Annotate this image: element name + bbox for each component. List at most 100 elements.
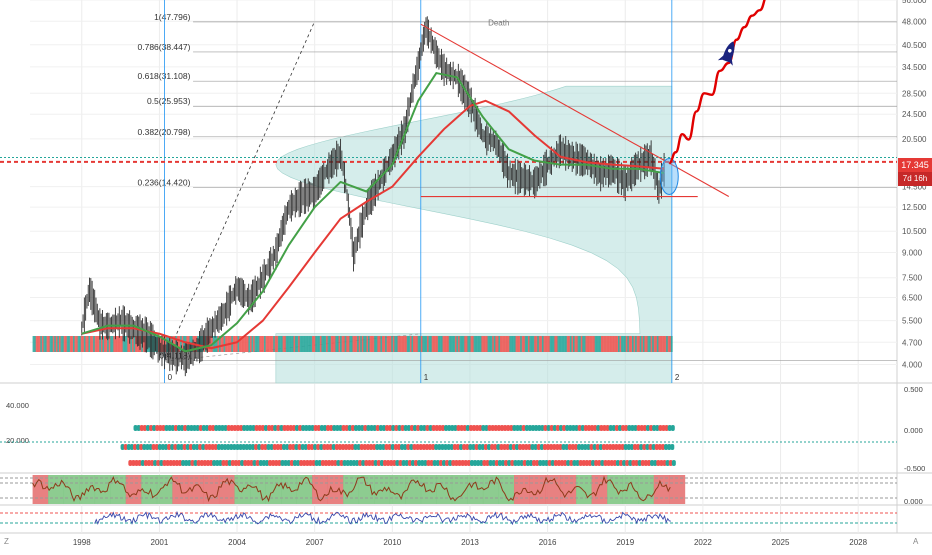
y-tick-label: 34.500 [902,63,927,72]
oscillator-a-dot [394,425,399,431]
oscillator-a-dot [229,425,234,431]
oscillator-a-dot [620,444,625,450]
signal-strip-segment [510,336,513,352]
fib-level-label: 0.236(14.420) [138,177,191,187]
signal-strip-segment [624,336,627,352]
auto-scale-icon[interactable]: A [913,537,919,546]
oscillator-a-dot [552,425,557,431]
signal-strip-segment [79,336,82,352]
signal-strip-segment [268,336,271,352]
signal-strip-segment [541,336,544,352]
signal-strip-segment [52,336,55,352]
oscillator-a-dot [417,460,422,466]
oscillator-a-dot [162,460,167,466]
fib-level-label: 0.618(31.108) [138,71,191,81]
signal-strip-segment [290,336,293,352]
signal-strip-segment [445,336,448,352]
signal-strip-segment [524,336,527,352]
oscillator-a-dot [146,460,151,466]
signal-strip-segment [201,336,204,352]
rsi-zone [234,475,251,504]
oscillator-a-dot [445,460,450,466]
oscillator-a-dot [244,444,249,450]
oscillator-a-dot [227,460,232,466]
oscillator-a-dot [507,460,512,466]
oscillator-a-dot [385,425,390,431]
signal-strip-segment [571,336,574,352]
x-tick-label: 1998 [73,538,91,547]
signal-strip-segment [178,336,181,352]
signal-strip-segment [350,336,353,352]
signal-strip-segment [636,336,639,352]
signal-strip-segment [406,336,409,352]
oscillator-a-dot [494,460,499,466]
oscillator-a-dot [448,460,453,466]
signal-strip-segment [113,336,116,352]
signal-strip-segment [462,336,465,352]
signal-strip-segment [183,336,186,352]
signal-strip-segment [540,336,543,352]
signal-strip-segment [324,336,327,352]
oscillator-a-dot [381,444,386,450]
oscillator-a-dot [174,460,179,466]
rsi-zone [110,475,127,504]
oscillator-a-dot [207,444,212,450]
oscillator-a-dot [233,460,238,466]
oscillator-a-dot [193,460,198,466]
oscillator-a-dot [164,444,169,450]
oscillator-a-dot [288,444,293,450]
oscillator-a-dot [563,460,568,466]
signal-strip-segment [645,336,648,352]
signal-strip-segment [484,336,487,352]
signal-strip-segment [214,336,217,352]
oscillator-a-dot [189,425,194,431]
signal-strip-segment [116,336,119,352]
oscillator-a-dot [257,444,262,450]
oscillator-a-dot [459,425,464,431]
oscillator-a-dot [372,425,377,431]
oscillator-a-dot [629,444,634,450]
signal-strip-segment [490,336,493,352]
sma-slow-line [81,99,665,350]
signal-strip-segment [670,336,673,352]
signal-strip-segment [495,336,498,352]
oscillator-a-dot [401,460,406,466]
oscillator-a-dot [364,460,369,466]
oscillator-a-dot [595,444,600,450]
signal-strip-segment [399,336,401,352]
signal-strip-segment [622,336,625,352]
oscillator-a-dot [413,425,418,431]
signal-strip-segment [619,336,622,352]
oscillator-a-dot [549,425,554,431]
signal-strip-segment [408,336,411,352]
signal-strip-segment [498,336,501,352]
oscillator-a-dot [419,425,424,431]
signal-strip-segment [35,336,38,352]
oscillator-a-dot [614,444,619,450]
rsi-zone [591,475,608,504]
oscillator-a-dot [215,460,220,466]
oscillator-a-dot [199,460,204,466]
signal-strip-segment [652,336,655,352]
oscillator-a-dot [670,425,675,431]
oscillator-a-dot [608,444,613,450]
signal-strip-segment [503,336,505,352]
oscillator-a-dot [295,425,300,431]
y-tick-label: 12.500 [902,203,927,212]
signal-strip-segment [284,336,287,352]
rsi-zone [389,475,406,504]
oscillator-a-dot [404,460,409,466]
timezone-icon[interactable]: Z [4,537,9,546]
oscillator-a-dot [251,444,256,450]
signal-strip-segment [223,336,226,352]
oscillator-a-dot [279,425,284,431]
signal-strip-segment [602,336,605,352]
oscillator-a-dot [478,425,483,431]
oscillator-a-dot [452,444,457,450]
signal-strip-segment [501,336,504,352]
signal-strip-segment [91,336,94,352]
signal-strip-segment [302,336,305,352]
signal-strip-segment [336,336,339,352]
oscillator-a-dot [499,444,504,450]
